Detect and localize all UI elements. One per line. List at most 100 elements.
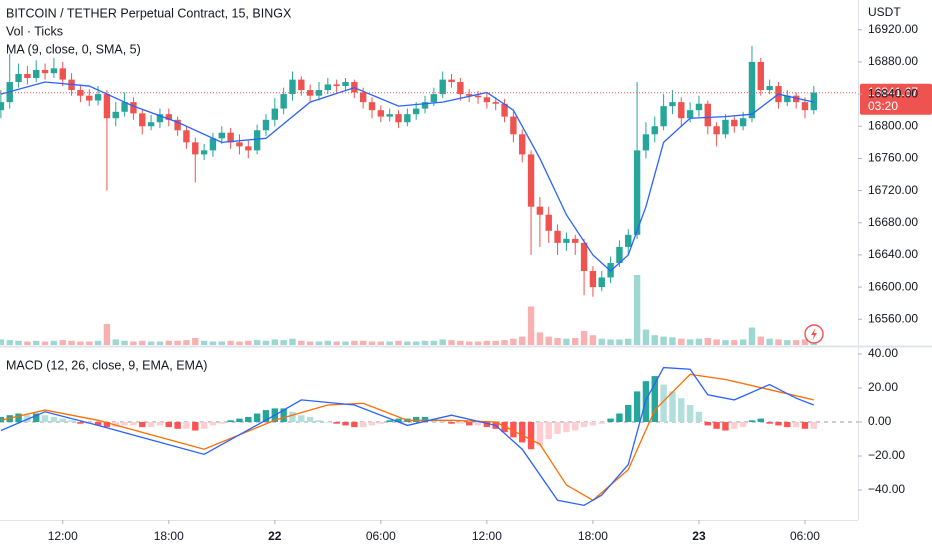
macd-histogram-bar [722,422,729,431]
macd-histogram-bar [589,422,597,426]
volume-bar [271,339,279,345]
volume-bar [209,341,217,345]
macd-histogram-bar [731,422,738,429]
candle-body [218,132,225,139]
macd-histogram-bar [651,376,658,423]
volume-bar [68,340,75,345]
price-pane [0,45,858,345]
volume-bar [333,341,340,345]
volume-bar [607,339,614,345]
macd-histogram-bar [792,422,800,428]
volume-bar [801,339,809,345]
macd-histogram-bar [77,422,84,424]
macd-histogram-bar [306,416,314,423]
candle-body [722,119,729,135]
candle-body [545,214,552,231]
x-tick-label: 18:00 [578,529,608,543]
candle-body [510,116,517,135]
volume-bar [713,339,720,345]
volume-bar [572,338,579,345]
candle-body [421,102,429,109]
candle-body [103,94,111,119]
macd-histogram-bar [474,422,482,426]
volume-bar [298,340,305,345]
signal-line [0,373,814,502]
macd-histogram-bar [50,416,58,423]
volume-bar [156,341,164,345]
macd-histogram-bar [351,422,358,428]
candle-body [536,206,544,215]
macd-pane [0,366,858,507]
volume-bar [695,338,703,345]
volume-bar [722,340,729,345]
macd-histogram-bar [377,422,385,424]
volume-bar [368,341,376,345]
volume-bar [731,340,738,345]
candle-body [474,95,482,98]
macd-histogram-bar [209,422,217,426]
candle-body [580,242,588,272]
volume-bar [218,341,225,345]
candle-body [209,138,217,151]
volume-bar [589,335,597,345]
volume-bar [545,336,552,345]
candle-body [748,61,756,119]
macd-histogram-bar [483,422,491,428]
alert-icon[interactable] [804,324,824,344]
volume-bar [642,329,650,345]
volume-bar [580,331,588,345]
x-tick-label: 23 [692,529,706,543]
macd-histogram-bar [289,411,296,423]
candle-body [130,102,137,114]
volume-bar [103,324,111,345]
candle-body [457,82,464,95]
candle-body [651,126,658,135]
candle-body [377,110,385,117]
candle-body [50,68,58,74]
volume-bar [483,340,491,345]
candle-body [200,150,208,155]
volume-bar [306,341,314,345]
x-tick-label: 12:00 [472,529,502,543]
candle-body [342,82,349,87]
macd-histogram-bar [41,415,49,423]
volume-bar [784,340,791,345]
volume-bar [554,338,561,345]
macd-histogram-bar [810,422,818,429]
candle-body [695,103,703,111]
volume-bar [192,338,199,345]
volume-bar [448,340,455,345]
candle-body [33,69,40,79]
volume-bar [245,340,252,345]
macd-histogram-bar [457,422,464,424]
candle-body [253,130,261,151]
volume-bar [633,275,641,345]
candle-body [0,102,5,111]
volume-legend: Vol · Ticks [6,24,63,38]
volume-bar [183,340,190,345]
candle-body [359,92,367,103]
macd-histogram-bar [298,415,305,423]
candle-body [192,142,199,155]
candle-body [660,106,667,127]
candle-body [625,234,632,247]
volume-bar [324,340,332,345]
volume-bar [24,341,31,345]
candle-body [633,150,641,235]
candle-body [404,114,411,123]
volume-bar [748,327,756,345]
volume-bar [412,341,420,345]
macd-histogram-bar [280,408,287,423]
candle-body [165,114,172,120]
candle-body [147,122,155,127]
countdown-label: 03:20 [868,99,898,113]
candle-body [156,114,164,123]
y-tick-label: 16760.00 [868,151,918,165]
volume-bar [94,340,102,345]
volume-bar [200,340,208,345]
volume-bar [386,341,393,345]
volume-bar [77,341,84,345]
volume-bar [139,340,146,345]
macd-histogram-bar [324,422,332,423]
